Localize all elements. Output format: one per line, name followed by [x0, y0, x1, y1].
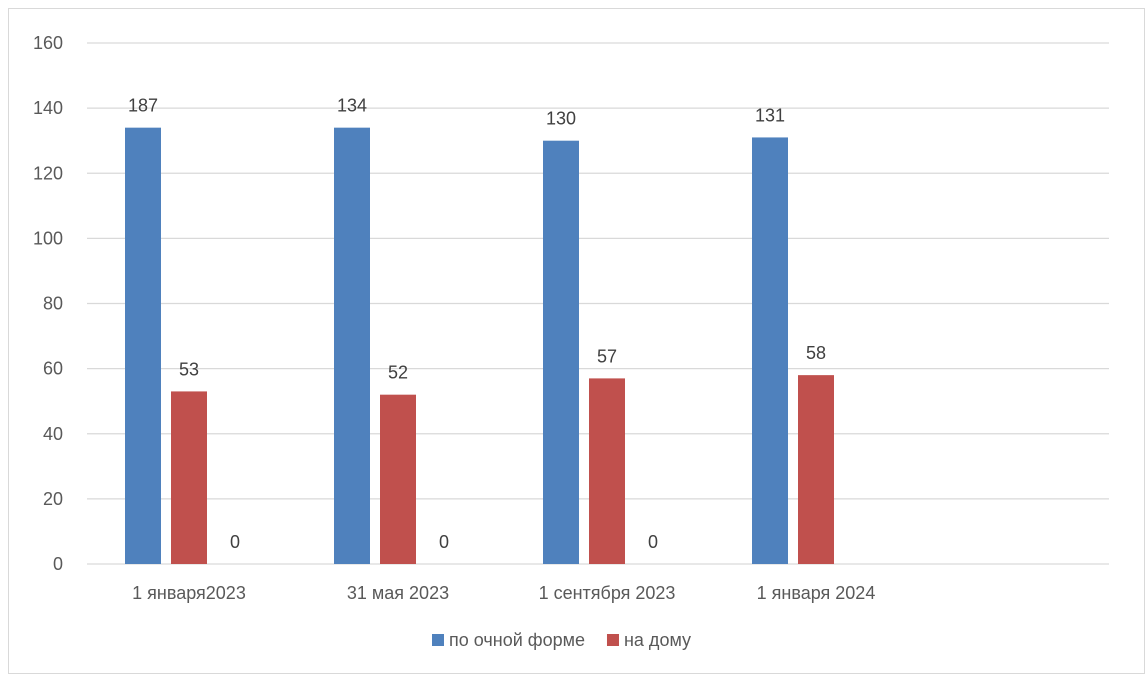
y-tick-label: 20 [43, 489, 63, 509]
y-tick-label: 100 [33, 228, 63, 248]
data-label: 187 [128, 96, 158, 116]
data-label: 0 [648, 532, 658, 552]
gridlines [87, 42, 1109, 565]
data-label: 134 [337, 96, 367, 116]
legend-swatch [432, 634, 444, 646]
legend-label: по очной форме [449, 630, 585, 650]
y-tick-label: 80 [43, 294, 63, 314]
data-label: 58 [806, 343, 826, 363]
data-label: 53 [179, 359, 199, 379]
y-tick-label: 0 [53, 554, 63, 574]
y-tick-label: 120 [33, 163, 63, 183]
x-tick-label: 1 января 2024 [757, 583, 876, 603]
y-tick-label: 40 [43, 424, 63, 444]
y-tick-label: 160 [33, 33, 63, 53]
data-label: 0 [439, 532, 449, 552]
y-tick-label: 60 [43, 359, 63, 379]
data-label: 0 [230, 532, 240, 552]
y-axis-tick-labels: 0 20 40 60 80 100 120 140 160 [33, 33, 63, 574]
bars [125, 127, 834, 564]
bar-na-domu [589, 378, 625, 564]
data-label: 57 [597, 346, 617, 366]
x-tick-label: 1 сентября 2023 [539, 583, 676, 603]
x-tick-label: 31 мая 2023 [347, 583, 449, 603]
legend: по очной форме на дому [432, 630, 691, 650]
legend-swatch [606, 634, 619, 646]
x-tick-label: 1 января2023 [132, 583, 246, 603]
bar-ochnaya [752, 137, 788, 564]
bar-na-domu [171, 391, 207, 564]
bar-na-domu [380, 394, 416, 564]
bar-na-domu [798, 375, 834, 564]
data-label: 131 [755, 105, 785, 125]
bar-ochnaya [543, 140, 579, 564]
data-labels: 187 53 0 134 52 0 130 57 0 131 58 [128, 96, 826, 552]
x-axis-tick-labels: 1 января2023 31 мая 2023 1 сентября 2023 1 … [132, 583, 875, 603]
bar-ochnaya [125, 127, 161, 564]
data-label: 130 [546, 109, 576, 129]
legend-label: на дому [624, 630, 691, 650]
chart-area: 0 20 40 60 80 100 120 140 160 187 53 0 134 52 0 130 57 0… [8, 8, 1145, 674]
bar-ochnaya [334, 127, 370, 564]
data-label: 52 [388, 363, 408, 383]
y-tick-label: 140 [33, 98, 63, 118]
bar-chart: 0 20 40 60 80 100 120 140 160 187 53 0 134 52 0 130 57 0… [33, 33, 1109, 650]
